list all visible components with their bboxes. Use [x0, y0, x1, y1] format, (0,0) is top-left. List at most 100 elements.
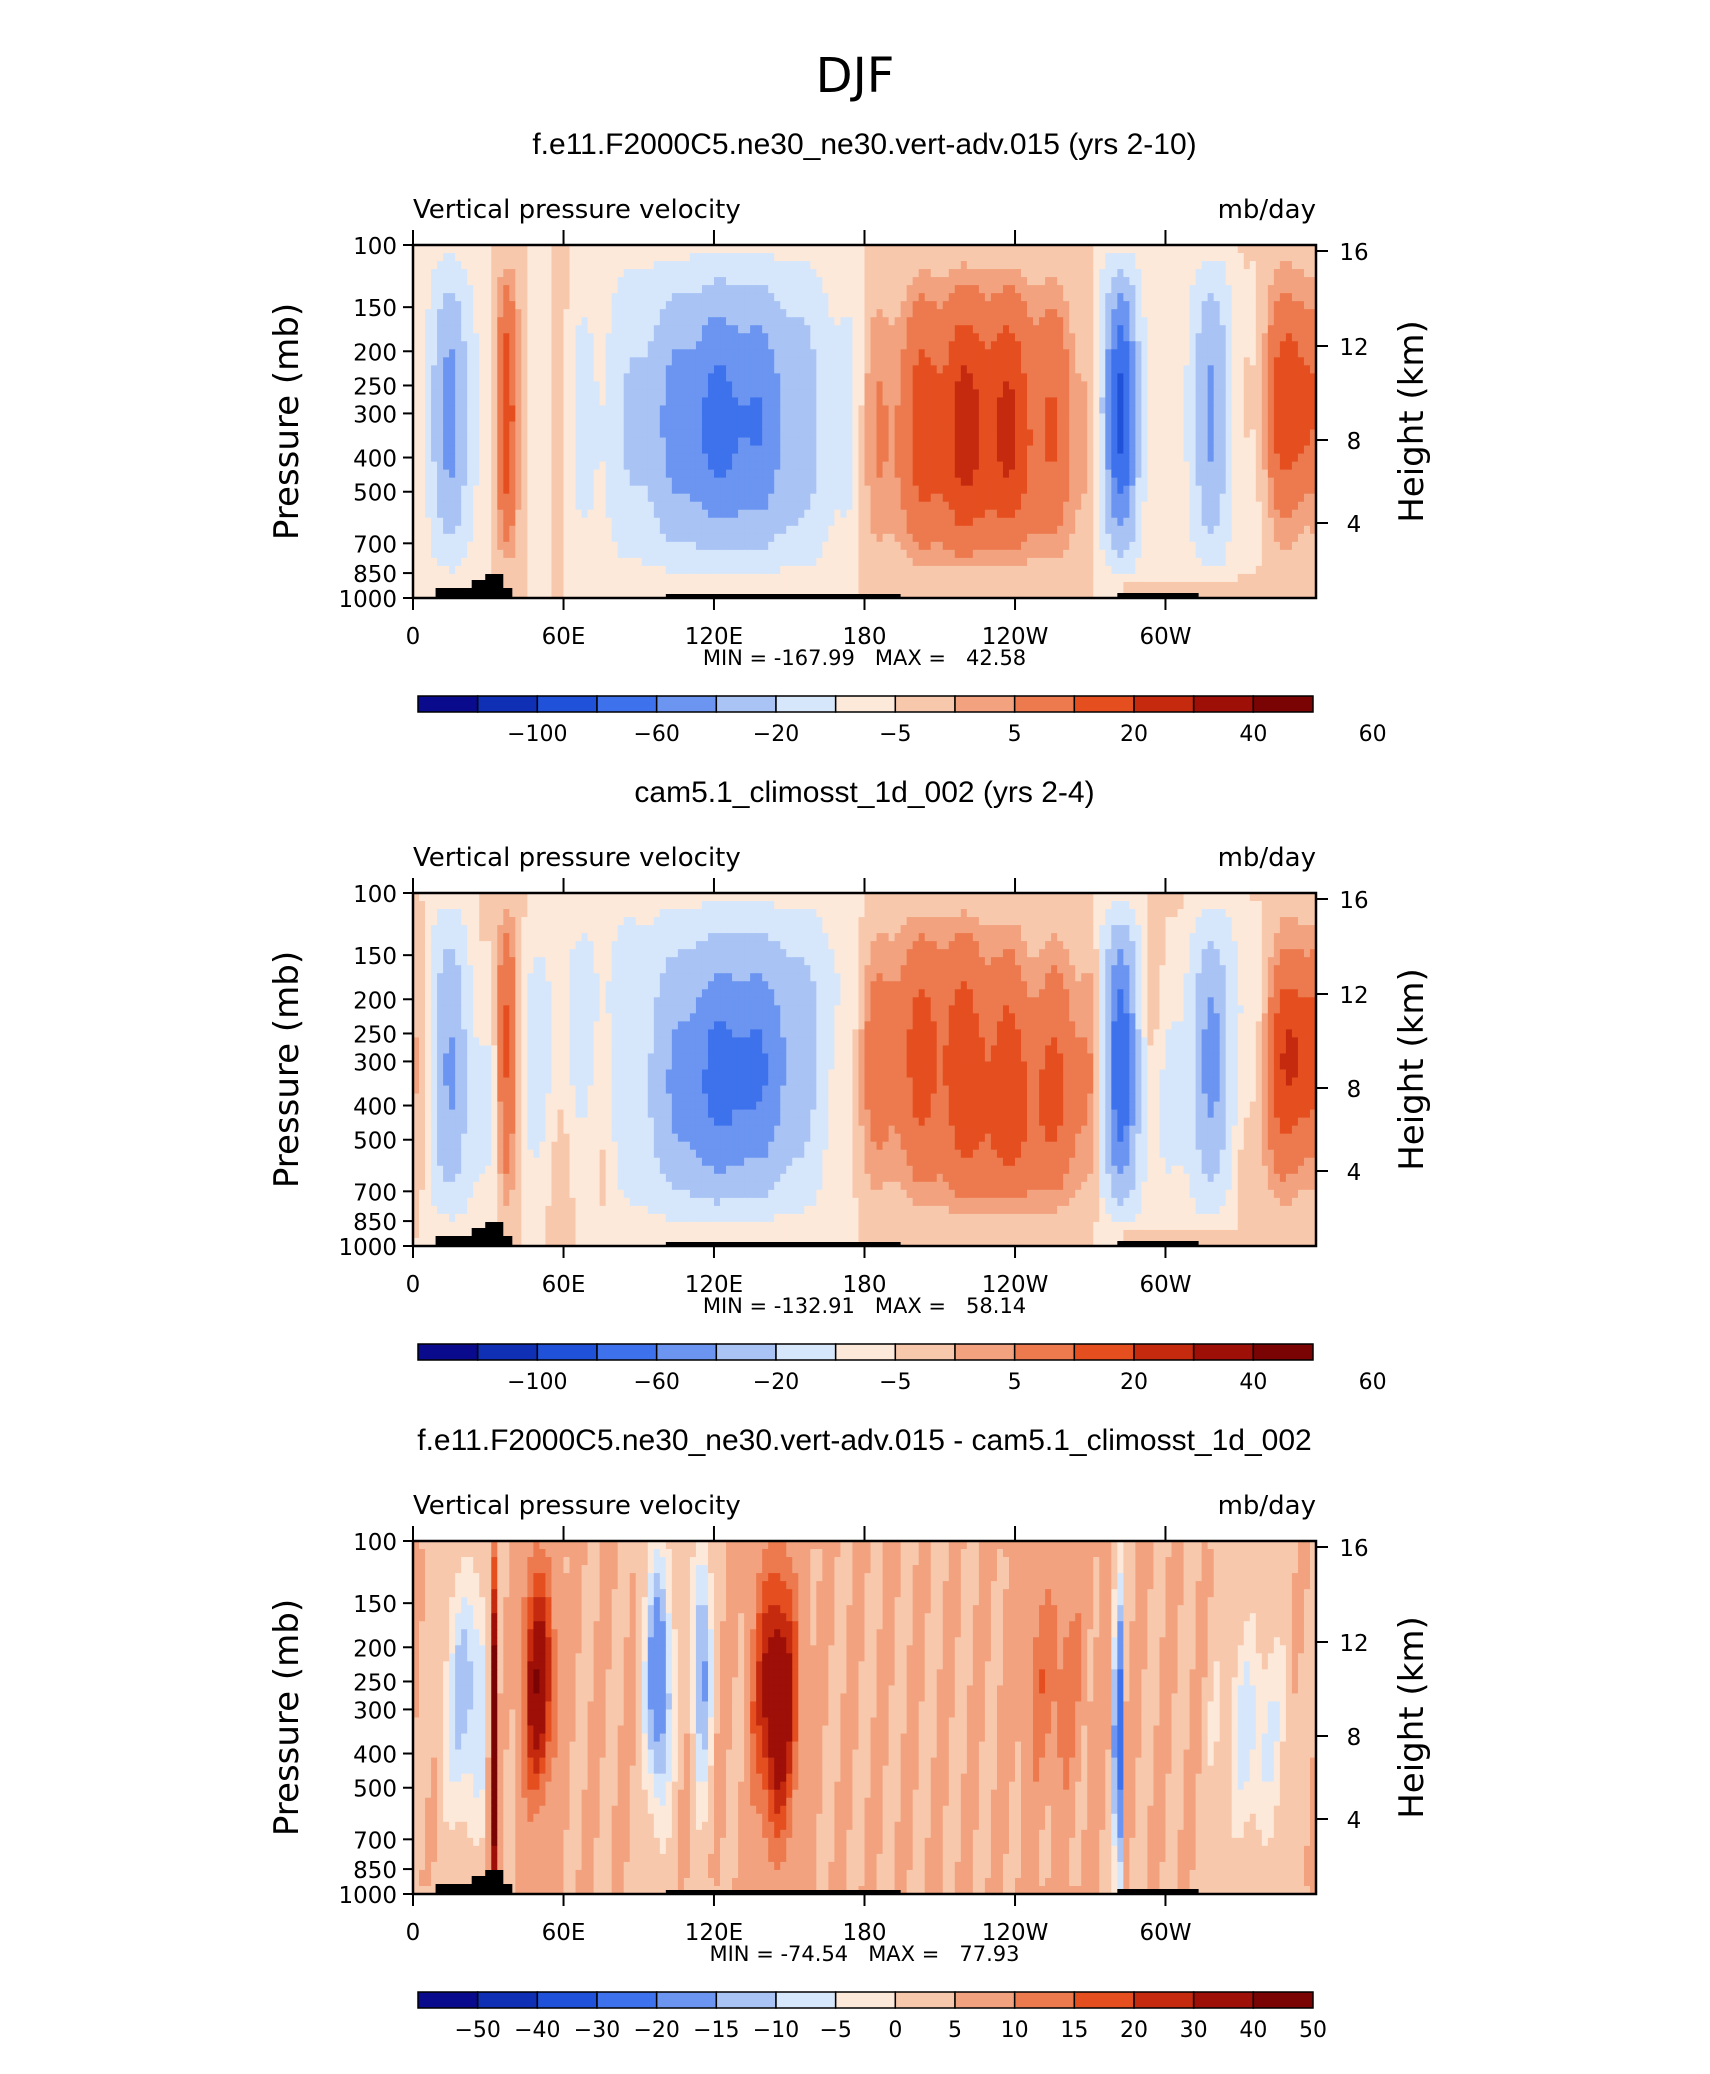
y-tick-label: 150 — [353, 944, 397, 970]
y-tick-label: 700 — [353, 532, 397, 558]
left-string: Vertical pressure velocity — [413, 195, 741, 225]
y-right-tick-label: 12 — [1339, 983, 1368, 1009]
y-tick-label: 400 — [353, 1743, 397, 1769]
colorbar-swatch — [894, 1991, 956, 2009]
colorbar-swatch — [1252, 1343, 1314, 1361]
y-tick-label: 300 — [353, 1050, 397, 1076]
panel-title: f.e11.F2000C5.ne30_ne30.vert-adv.015 (yr… — [532, 128, 1196, 161]
colorbar-swatch — [954, 1343, 1016, 1361]
colorbar-label: 5 — [1008, 1370, 1022, 1395]
colorbar-swatch — [417, 695, 479, 713]
y-right-tick-label: 8 — [1347, 429, 1362, 455]
colorbar-swatch — [536, 1991, 598, 2009]
y-tick-label: 700 — [353, 1180, 397, 1206]
y-tick-label: 250 — [353, 1670, 397, 1696]
panel-2: cam5.1_climosst_1d_002 (yrs 2-4) Vertical… — [267, 776, 1432, 1395]
colorbar-swatch — [775, 1343, 837, 1361]
colorbar-label: −20 — [753, 1370, 799, 1395]
colorbar-swatch — [834, 695, 897, 713]
colorbar-swatch — [1252, 1991, 1314, 2009]
y-tick-label: 1000 — [338, 1883, 397, 1909]
y-axis-title: Pressure (mb) — [267, 951, 307, 1188]
y-tick-label: 100 — [353, 1530, 397, 1556]
x-tick-label: 120W — [982, 1920, 1049, 1946]
colorbar-label: 40 — [1239, 1370, 1267, 1395]
x-tick-label: 60E — [542, 1920, 586, 1946]
y-right-tick-label: 4 — [1347, 1160, 1362, 1186]
colorbar-label: −5 — [879, 1370, 911, 1395]
y-right-axis-title: Height (km) — [1392, 320, 1432, 523]
colorbar-label: 15 — [1060, 2018, 1088, 2043]
x-tick-label: 0 — [406, 1920, 421, 1946]
panel-title: f.e11.F2000C5.ne30_ne30.vert-adv.015 - c… — [417, 1424, 1311, 1457]
colorbar-label: 20 — [1120, 722, 1148, 747]
colorbar-label: 50 — [1299, 2018, 1327, 2043]
x-tick-label: 120W — [982, 1272, 1049, 1298]
page-title: DJF — [816, 48, 895, 104]
colorbar-swatch — [894, 1343, 956, 1361]
y-right-tick-label: 12 — [1339, 1631, 1368, 1657]
contour-field — [413, 1541, 1317, 1895]
colorbar-swatch — [954, 1991, 1016, 2009]
x-tick-label: 60W — [1139, 624, 1191, 650]
colorbar-label: −50 — [454, 2018, 500, 2043]
colorbar-label: 40 — [1239, 722, 1267, 747]
colorbar-label: 60 — [1359, 722, 1387, 747]
colorbar-swatch — [1073, 695, 1135, 713]
x-tick-label: 120E — [685, 1272, 743, 1298]
y-tick-label: 150 — [353, 1592, 397, 1618]
colorbar-swatch — [655, 1343, 718, 1361]
colorbar-label: 30 — [1180, 2018, 1208, 2043]
right-string: mb/day — [1218, 843, 1316, 873]
colorbar-label: −5 — [819, 2018, 851, 2043]
y-tick-label: 850 — [353, 562, 397, 588]
y-right-tick-label: 12 — [1339, 335, 1368, 361]
colorbar-label: −5 — [879, 722, 911, 747]
colorbar-swatch — [1192, 1343, 1255, 1361]
colorbar-swatch — [476, 1991, 539, 2009]
colorbar-label: −30 — [574, 2018, 620, 2043]
colorbar-swatch — [1073, 1343, 1135, 1361]
panel-1: f.e11.F2000C5.ne30_ne30.vert-adv.015 (yr… — [267, 128, 1432, 747]
colorbar: −100 −60 −20 −5 5 20 40 60 — [417, 695, 1387, 747]
contour-field — [413, 245, 1317, 599]
x-tick-label: 120E — [685, 624, 743, 650]
x-tick-label: 60W — [1139, 1272, 1191, 1298]
x-tick-label: 0 — [406, 1272, 421, 1298]
y-tick-label: 200 — [353, 340, 397, 366]
y-right-tick-label: 8 — [1347, 1077, 1362, 1103]
colorbar-label: −20 — [633, 2018, 679, 2043]
y-tick-label: 300 — [353, 402, 397, 428]
left-string: Vertical pressure velocity — [413, 843, 741, 873]
y-tick-label: 500 — [353, 481, 397, 507]
colorbar-label: −15 — [693, 2018, 739, 2043]
colorbar-swatch — [954, 695, 1016, 713]
panel-3: f.e11.F2000C5.ne30_ne30.vert-adv.015 - c… — [267, 1424, 1432, 2043]
y-right-axis-title: Height (km) — [1392, 968, 1432, 1171]
x-tick-label: 180 — [843, 1920, 887, 1946]
colorbar-swatch — [1252, 695, 1314, 713]
y-tick-label: 1000 — [338, 587, 397, 613]
colorbar-swatch — [1013, 695, 1076, 713]
stats-line: MIN = -167.99 MAX = 42.58 — [703, 646, 1026, 670]
colorbar-swatch — [596, 695, 658, 713]
y-tick-label: 500 — [353, 1129, 397, 1155]
colorbar-swatch — [536, 1343, 598, 1361]
x-tick-label: 180 — [843, 624, 887, 650]
y-tick-label: 100 — [353, 234, 397, 260]
y-tick-label: 100 — [353, 882, 397, 908]
x-tick-label: 180 — [843, 1272, 887, 1298]
colorbar-swatch — [1013, 1343, 1076, 1361]
colorbar-swatch — [417, 1991, 479, 2009]
y-tick-label: 200 — [353, 988, 397, 1014]
colorbar-swatch — [655, 695, 718, 713]
x-tick-label: 0 — [406, 624, 421, 650]
x-tick-label: 60E — [542, 1272, 586, 1298]
colorbar-swatch — [536, 695, 598, 713]
colorbar-swatch — [775, 1991, 837, 2009]
colorbar-label: 10 — [1001, 2018, 1029, 2043]
y-tick-label: 400 — [353, 447, 397, 473]
colorbar-swatch — [1192, 1991, 1255, 2009]
colorbar-swatch — [655, 1991, 718, 2009]
